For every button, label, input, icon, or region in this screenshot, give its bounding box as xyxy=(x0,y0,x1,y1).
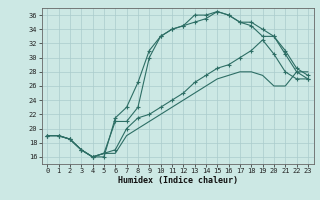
X-axis label: Humidex (Indice chaleur): Humidex (Indice chaleur) xyxy=(118,176,237,185)
